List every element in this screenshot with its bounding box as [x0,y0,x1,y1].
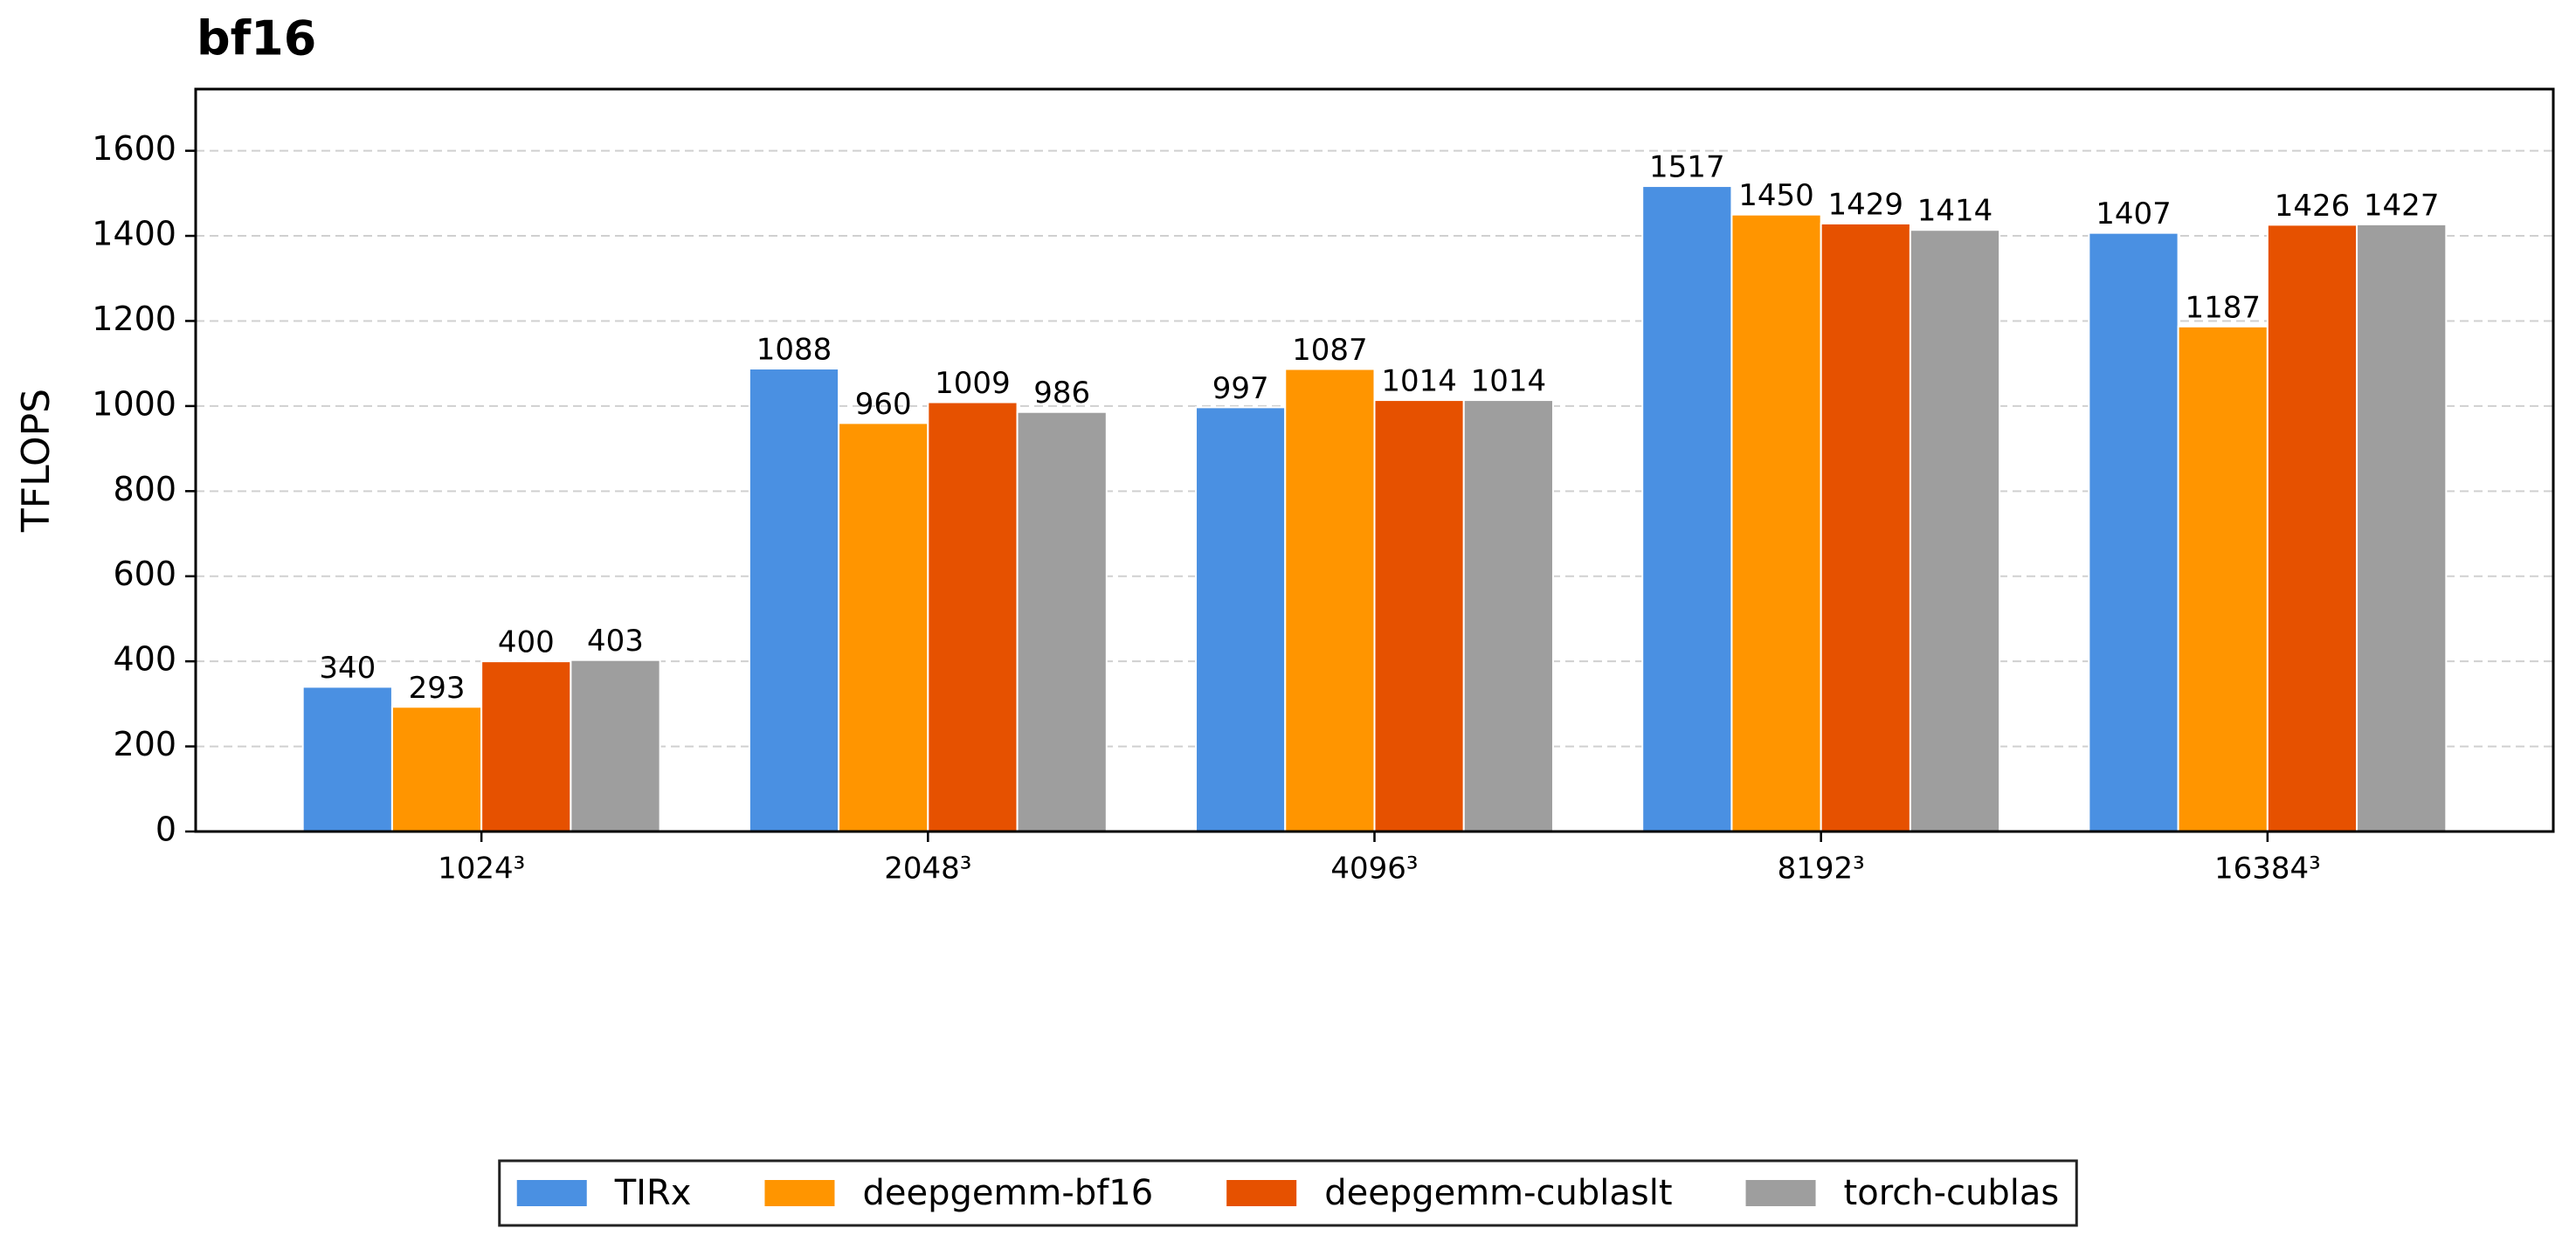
bar [1909,229,2001,832]
value-label: 403 [587,624,644,659]
bar [748,368,840,833]
value-label: 293 [409,671,466,706]
value-label: 1450 [1738,178,1814,213]
y-tick-label: 400 [113,640,176,679]
bar [1373,399,1465,832]
bar [1730,213,1822,832]
value-label: 986 [1033,376,1090,411]
legend-swatch [1745,1180,1816,1206]
value-label: 1014 [1471,364,1547,399]
bar [480,660,572,832]
x-tick-label: 4096³ [1330,852,1418,887]
value-label: 400 [498,625,555,660]
bar [1016,411,1108,832]
legend-label: deepgemm-bf16 [862,1173,1153,1213]
value-label: 960 [855,387,912,422]
y-axis-label: TFLOPS [14,389,59,533]
y-tick-label: 0 [155,811,176,849]
value-label: 1426 [2275,189,2351,224]
bar [1820,222,1911,833]
x-tick-label: 8192³ [1778,852,1865,887]
legend: TIRx deepgemm-bf16 deepgemm-cublaslt torch-… [498,1159,2078,1227]
x-tick-label: 2048³ [884,852,971,887]
legend-swatch [764,1180,835,1206]
bar [301,686,393,833]
bar [2356,223,2448,832]
bar [838,422,929,832]
bar [570,659,661,833]
y-tick-label: 800 [113,470,176,508]
bar [1195,406,1287,832]
value-label: 1429 [1828,187,1904,222]
legend-swatch [1226,1180,1297,1206]
y-tick-label: 1000 [92,384,176,423]
x-tick-label: 16384³ [2214,852,2321,887]
legend-label: TIRx [614,1173,692,1213]
y-tick-label: 200 [113,725,176,763]
value-label: 1427 [2364,188,2440,223]
value-label: 1087 [1292,333,1368,368]
bar [1462,399,1554,832]
legend-swatch [516,1180,587,1206]
value-label: 1009 [935,366,1011,401]
bar [927,401,1019,832]
value-label: 340 [319,651,376,686]
y-tick-label: 1400 [92,215,176,253]
bar [1641,185,1733,832]
value-label: 1014 [1381,364,1457,399]
chart-title: bf16 [197,11,316,66]
value-label: 1407 [2096,197,2172,231]
y-tick-label: 1200 [92,300,176,338]
x-tick-label: 1024³ [438,852,525,887]
bar [2266,224,2358,832]
y-tick-label: 1600 [92,129,176,168]
legend-label: torch-cublas [1844,1173,2060,1213]
bar [2088,231,2179,832]
value-label: 1187 [2185,290,2261,325]
bar [390,706,483,833]
value-label: 997 [1212,371,1269,406]
y-tick-label: 600 [113,555,176,593]
value-label: 1414 [1917,194,1993,229]
bar [1284,368,1376,832]
bar [2177,325,2269,832]
plot-frame [194,87,2555,833]
value-label: 1088 [756,333,832,368]
legend-label: deepgemm-cublaslt [1324,1173,1672,1213]
value-label: 1517 [1649,150,1725,185]
